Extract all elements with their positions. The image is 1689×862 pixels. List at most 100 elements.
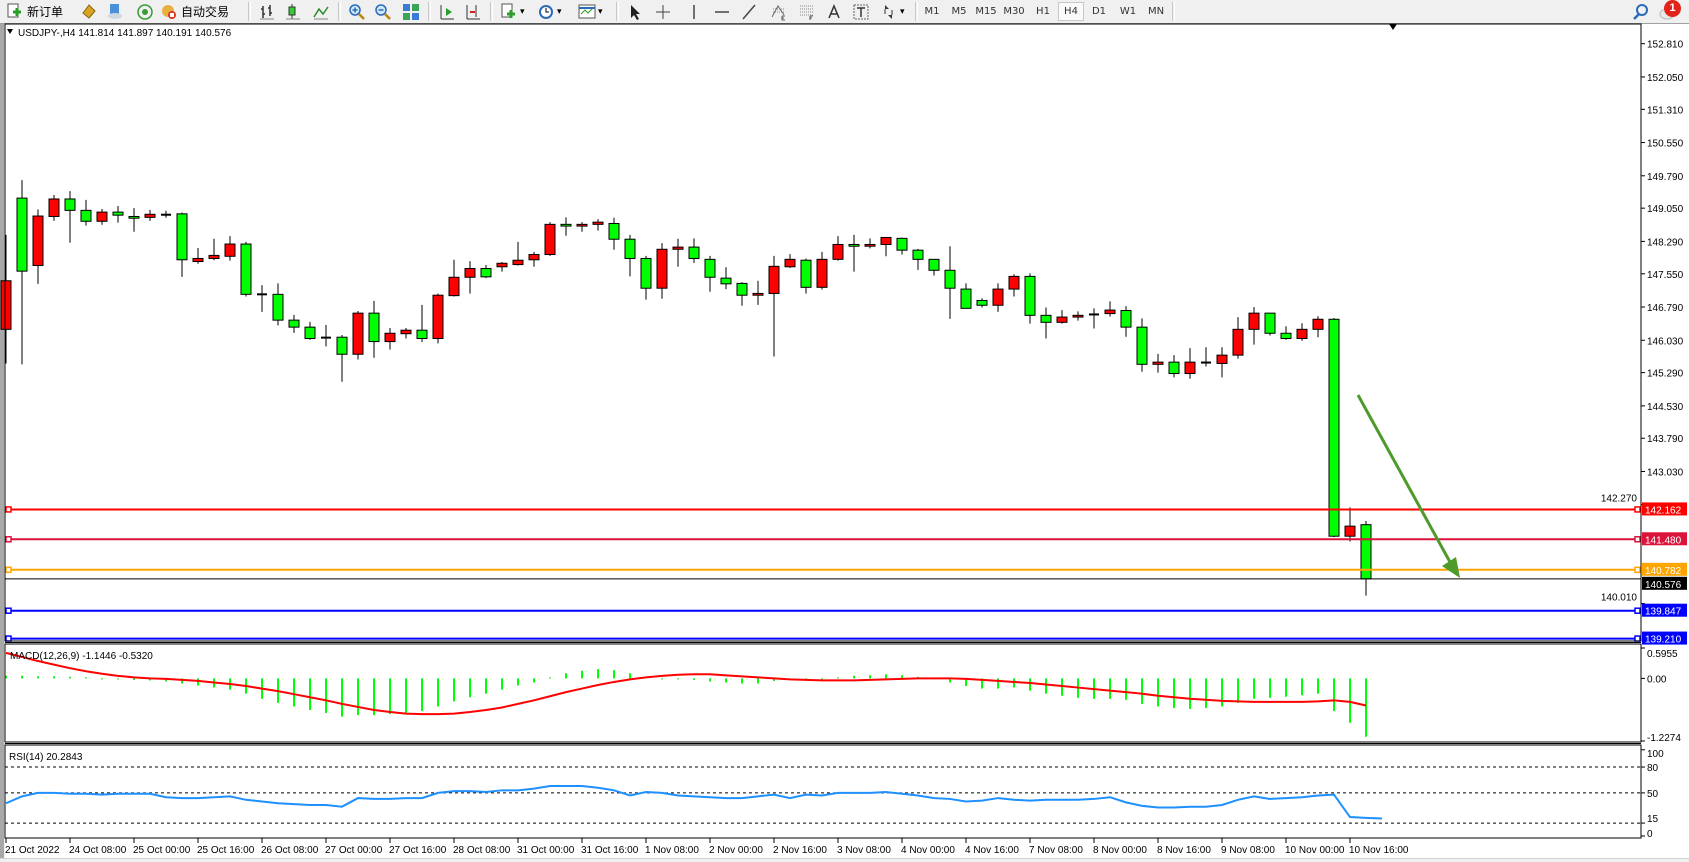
candle[interactable] [432,293,444,344]
timeframe-m5[interactable]: M5 [951,6,967,17]
candle[interactable] [640,255,652,300]
chart-shift-marker-icon[interactable] [1389,24,1397,30]
candle[interactable] [832,236,844,261]
candle[interactable] [944,246,956,319]
candle[interactable] [1280,326,1292,340]
candle[interactable] [1008,274,1020,297]
indicators-button[interactable]: ▾ [500,2,525,21]
candle[interactable] [928,258,940,276]
candle[interactable] [736,282,748,306]
candle[interactable] [1104,301,1116,317]
candle[interactable] [144,209,156,221]
horizontal-line-button[interactable] [713,2,731,21]
bar-chart-button[interactable] [258,2,276,21]
candle[interactable] [224,236,236,261]
candle[interactable] [1024,273,1036,324]
candle[interactable] [1072,311,1084,321]
macd-pane[interactable]: 0.5955 0.00 -1.2274 [5,647,1681,744]
chart-shift-button[interactable] [464,2,482,21]
candle[interactable] [752,280,764,305]
trendline-button[interactable] [740,2,758,21]
metaeditor-button[interactable] [80,2,98,21]
candle[interactable] [592,219,604,231]
candle[interactable] [321,324,331,347]
level-handle[interactable] [1634,635,1641,642]
dropdown-arrow-icon[interactable]: ▾ [598,6,603,16]
candle[interactable] [576,222,588,232]
candle[interactable] [400,328,412,339]
tile-windows-button[interactable] [402,2,420,21]
candle[interactable] [512,241,524,266]
candle[interactable] [128,208,140,232]
candle[interactable] [352,310,364,360]
candle[interactable] [448,259,460,297]
level-handle[interactable] [5,566,12,574]
candlestick-chart-button[interactable] [284,2,302,21]
trend-arrow-line[interactable] [1356,394,1452,563]
terminal-button[interactable] [106,2,124,21]
candle[interactable] [96,209,108,225]
candle[interactable] [257,285,267,312]
candle[interactable] [416,304,428,343]
level-handle[interactable] [1634,566,1641,574]
candle[interactable] [768,255,780,357]
candle[interactable] [912,248,924,270]
periods-button[interactable]: ▾ [537,2,562,21]
candle[interactable] [1089,308,1099,329]
candle[interactable] [1152,353,1164,373]
candle[interactable] [32,209,44,284]
candle[interactable] [1136,318,1148,372]
candle[interactable] [1201,347,1211,367]
candle[interactable] [80,199,92,226]
candle[interactable] [16,180,28,365]
candle[interactable] [1040,307,1052,339]
candle[interactable] [544,222,556,256]
timeframe-m15[interactable]: M15 [975,6,997,17]
candle[interactable] [976,298,988,308]
candle[interactable] [672,238,684,267]
level-handle[interactable] [5,607,12,614]
candle[interactable] [624,234,636,277]
level-handle[interactable] [1634,536,1641,543]
candle[interactable] [880,236,892,257]
fibonacci-button[interactable] [798,2,816,21]
candle[interactable] [992,283,1004,312]
candle[interactable] [608,217,620,250]
dropdown-arrow-icon[interactable]: ▾ [520,6,525,16]
level-handle[interactable] [5,635,12,642]
timeframe-d1[interactable]: D1 [1091,6,1107,17]
candle[interactable] [816,251,828,290]
line-chart-button[interactable] [312,2,330,21]
candle[interactable] [48,195,60,221]
candle[interactable] [384,328,396,350]
candle[interactable] [1120,306,1132,337]
timeframe-h1[interactable]: H1 [1036,6,1050,17]
candle[interactable] [1328,317,1340,538]
candle[interactable] [688,238,700,263]
level-handle[interactable] [1634,506,1641,513]
candle[interactable] [656,243,668,299]
zoom-in-button[interactable] [348,2,366,21]
dropdown-arrow-icon[interactable]: ▾ [900,6,905,16]
candle[interactable] [1232,317,1244,359]
search-button[interactable] [1632,2,1650,21]
new-order-button[interactable]: 新订单 [6,2,63,21]
candle[interactable] [464,261,476,294]
candle[interactable] [560,217,572,236]
zoom-out-button[interactable] [374,2,392,21]
candle[interactable] [1264,312,1276,336]
autoscroll-button[interactable] [438,2,456,21]
candle[interactable] [1344,507,1356,542]
level-handle[interactable] [5,506,12,513]
timeframe-mn[interactable]: MN [1147,6,1165,17]
text-button[interactable] [825,2,843,21]
candle[interactable] [704,255,716,292]
timeframe-h4[interactable]: H4 [1058,2,1084,21]
candle[interactable] [800,258,812,294]
candle[interactable] [1184,348,1196,379]
fibonacci-expansion-button[interactable] [770,2,788,21]
cursor-button[interactable] [626,2,644,21]
candle[interactable] [64,191,76,243]
candle[interactable] [176,212,188,277]
crosshair-button[interactable] [654,2,672,21]
